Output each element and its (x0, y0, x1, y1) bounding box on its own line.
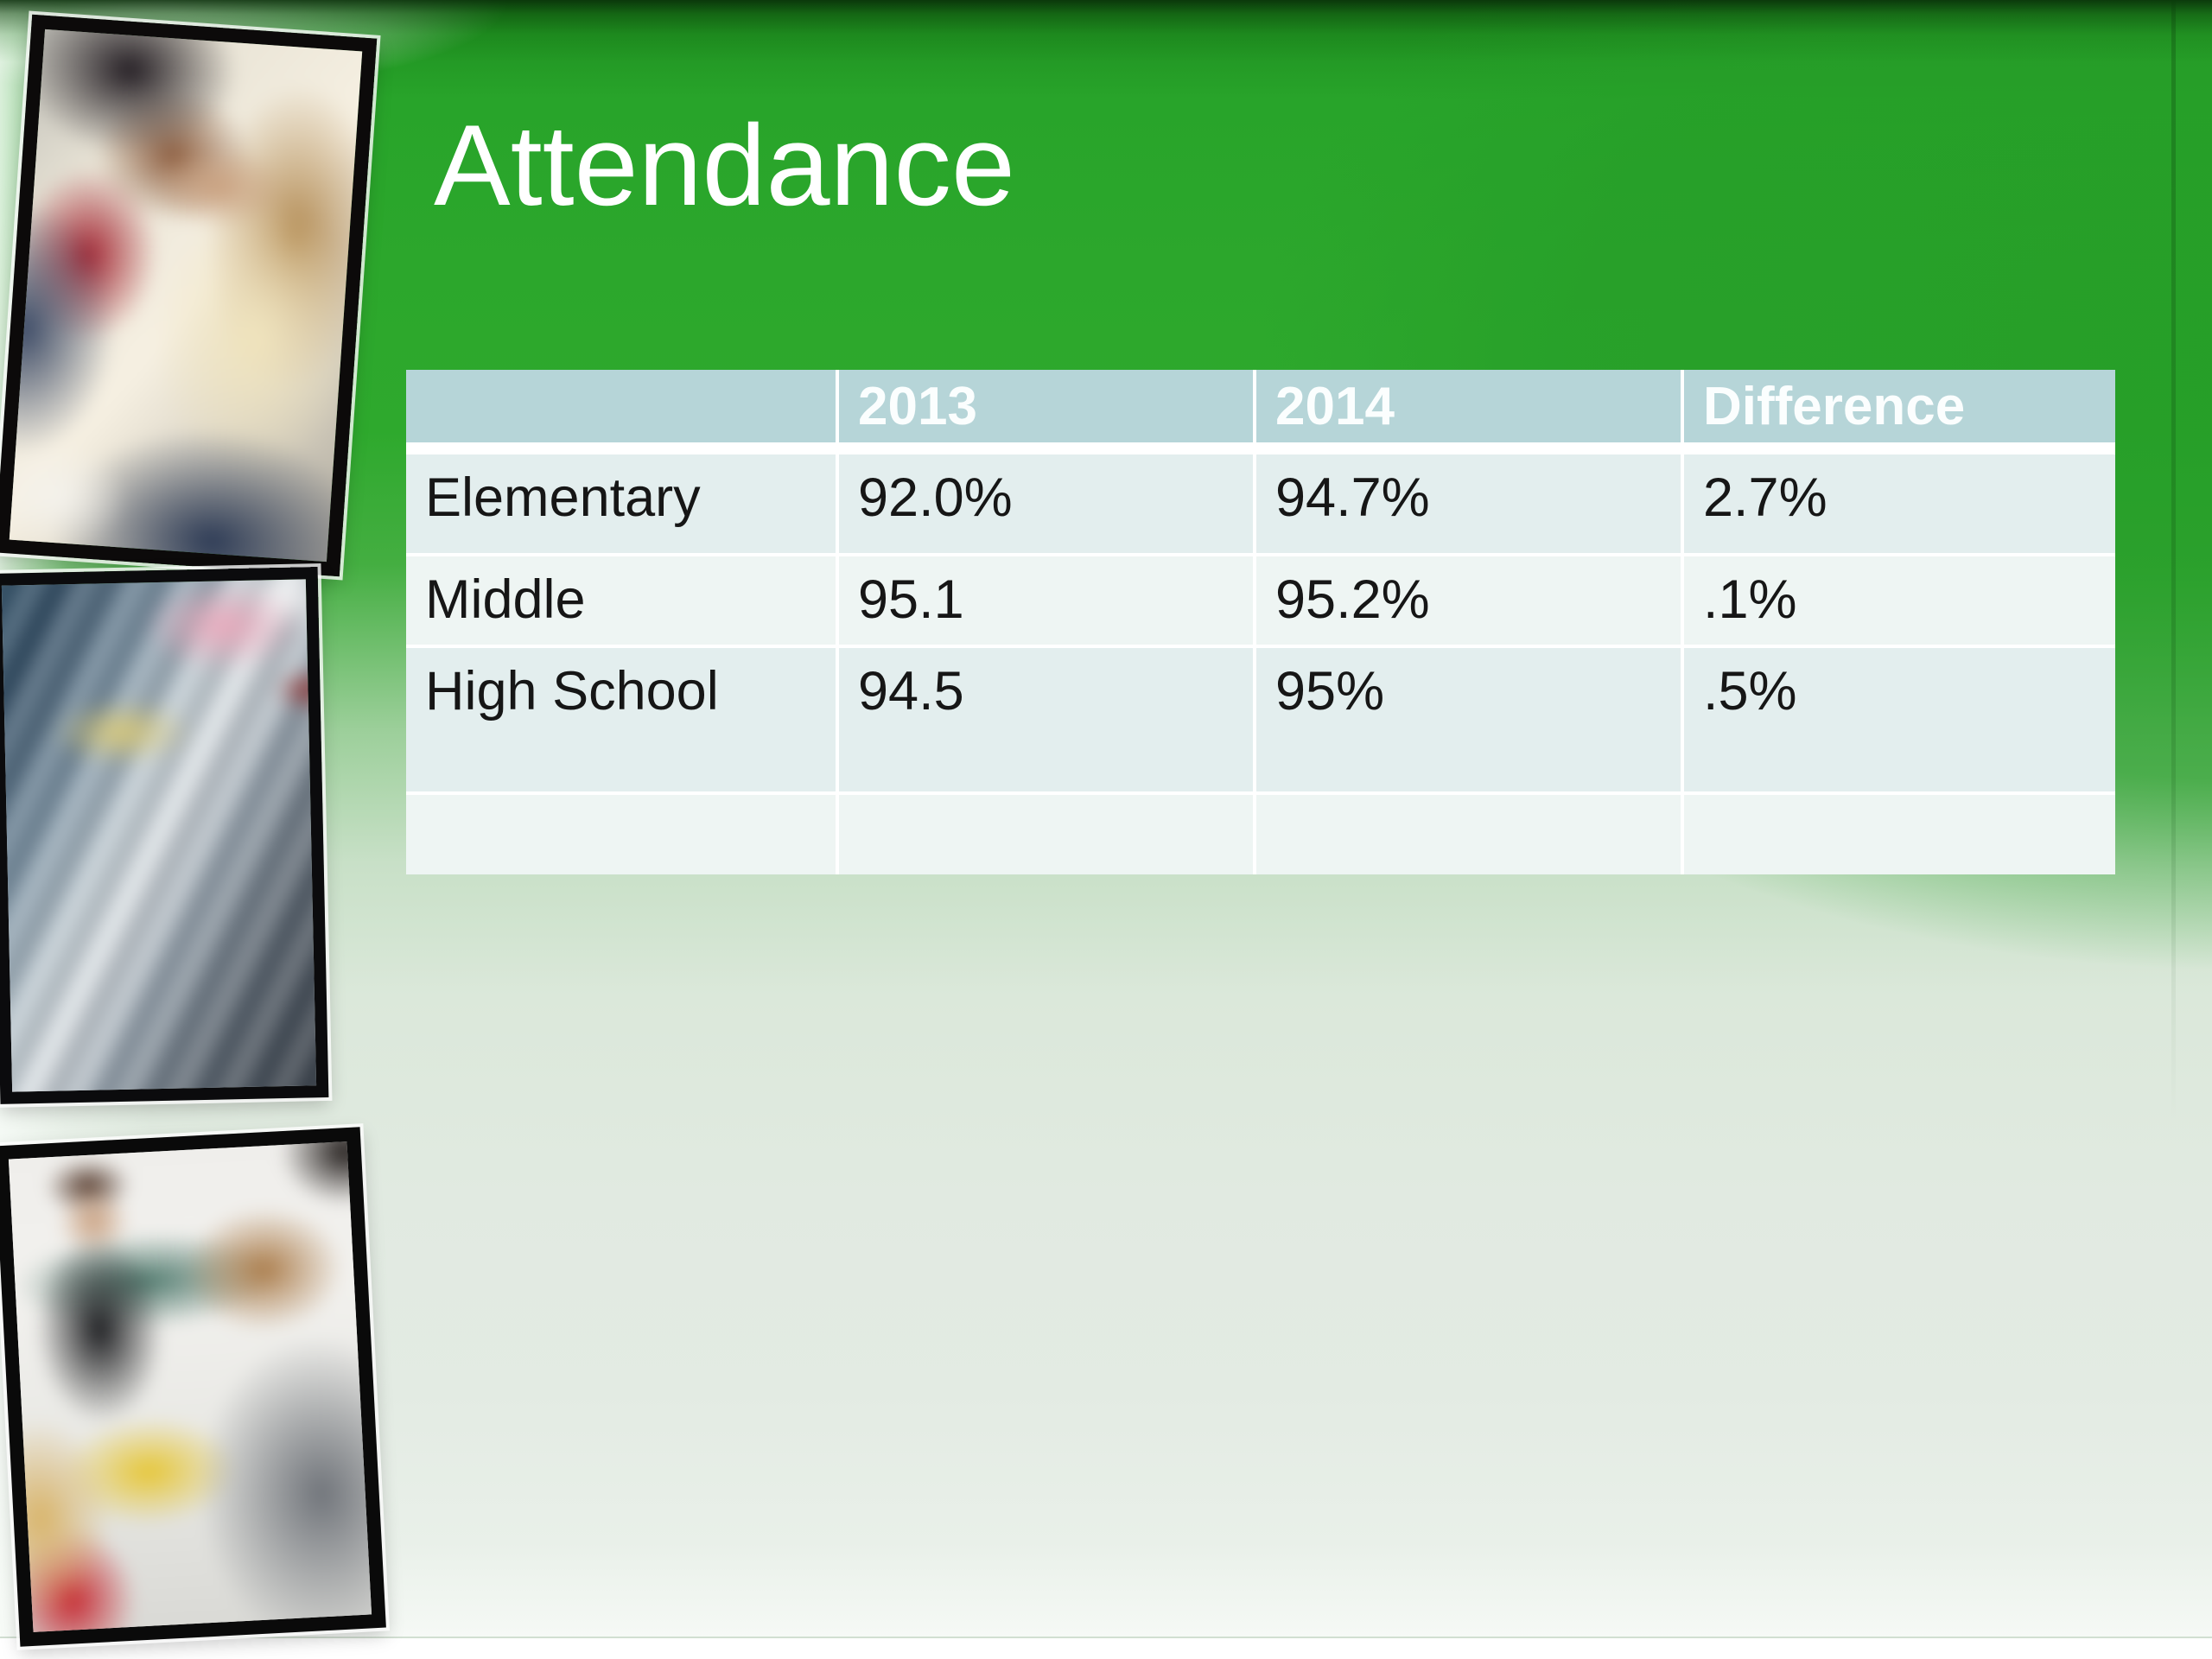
header-2013: 2013 (839, 370, 1253, 442)
photo-school-supplies-blur (0, 567, 329, 1104)
slide-bottom-edge (0, 1637, 2212, 1659)
cell-elementary-2013: 92.0% (839, 454, 1253, 553)
photo-classroom-teacher-image (0, 1127, 386, 1647)
attendance-table: 2013 2014 Difference Elementary 92.0% 94… (406, 370, 2115, 874)
cell-elementary-2014: 94.7% (1256, 454, 1681, 553)
cell-empty-row-label (406, 795, 836, 874)
cell-empty-row-2013 (839, 795, 1253, 874)
header-difference: Difference (1684, 370, 2115, 442)
photo-students-studying-image (0, 14, 378, 577)
photo-school-supplies-blur-image (0, 567, 329, 1104)
background-fold-line (2171, 0, 2176, 1123)
row-label-elementary: Elementary (406, 454, 836, 553)
cell-middle-difference: .1% (1684, 556, 2115, 645)
slide-title: Attendance (434, 102, 1015, 230)
photo-classroom-teacher (0, 1127, 386, 1647)
cell-empty-row-difference (1684, 795, 2115, 874)
row-label-high-school: High School (406, 648, 836, 791)
cell-elementary-difference: 2.7% (1684, 454, 2115, 553)
photo-students-studying (0, 14, 378, 577)
cell-middle-2014: 95.2% (1256, 556, 1681, 645)
cell-empty-row-2014 (1256, 795, 1681, 874)
header-2014: 2014 (1256, 370, 1681, 442)
cell-high-school-2013: 94.5 (839, 648, 1253, 791)
cell-high-school-difference: .5% (1684, 648, 2115, 791)
row-label-middle: Middle (406, 556, 836, 645)
cell-high-school-2014: 95% (1256, 648, 1681, 791)
header-empty (406, 370, 836, 442)
cell-middle-2013: 95.1 (839, 556, 1253, 645)
